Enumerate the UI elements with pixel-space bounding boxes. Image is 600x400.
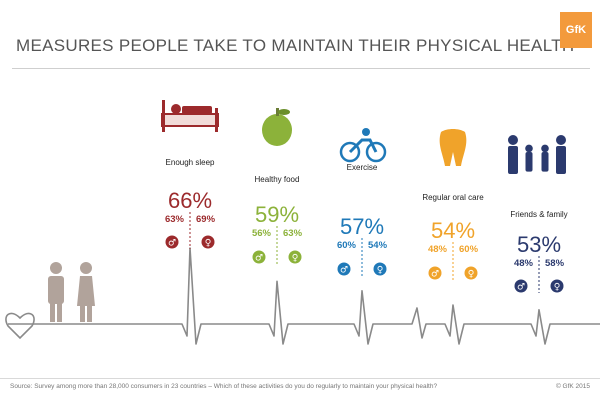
- total-percent: 59%: [255, 202, 299, 227]
- cyclist-icon: [339, 128, 387, 163]
- woman-figure-icon: [77, 262, 95, 322]
- total-percent: 54%: [431, 218, 475, 243]
- svg-text:♂: ♂: [255, 254, 263, 264]
- total-percent: 57%: [340, 214, 384, 239]
- svg-text:♀: ♀: [554, 283, 561, 293]
- female-symbol-icon: ♀: [288, 250, 302, 264]
- svg-text:♀: ♀: [205, 239, 212, 249]
- page-title: MEASURES PEOPLE TAKE TO MAINTAIN THEIR P…: [16, 36, 575, 55]
- female-symbol-icon: ♀: [464, 266, 478, 280]
- male-percent: 56%: [252, 228, 272, 239]
- female-symbol-icon: ♀: [373, 262, 387, 276]
- male-symbol-icon: ♂: [337, 262, 351, 276]
- category-friends-family: Friends & family 53%48% 58% ♂ ♀: [508, 135, 568, 293]
- category-label: Enough sleep: [166, 158, 215, 167]
- svg-text:♀: ♀: [292, 254, 299, 264]
- male-symbol-icon: ♂: [165, 235, 179, 249]
- svg-text:♀: ♀: [377, 266, 384, 276]
- male-symbol-icon: ♂: [514, 279, 528, 293]
- tooth-icon: [439, 129, 467, 166]
- svg-text:♀: ♀: [468, 270, 475, 280]
- male-symbol-icon: ♂: [252, 250, 266, 264]
- male-percent: 63%: [165, 214, 185, 225]
- title-divider: [12, 68, 590, 69]
- man-figure-icon: [48, 262, 64, 322]
- female-symbol-icon: ♀: [550, 279, 564, 293]
- total-percent: 66%: [168, 188, 212, 213]
- category-label: Friends & family: [510, 210, 567, 219]
- female-percent: 63%: [283, 228, 303, 239]
- bed-icon: [161, 100, 219, 132]
- svg-text:♂: ♂: [517, 283, 525, 293]
- total-percent: 53%: [517, 232, 561, 257]
- gfk-logo: GfK: [560, 12, 592, 48]
- female-percent: 58%: [545, 258, 565, 269]
- family-icon: [508, 135, 566, 174]
- apple-icon: [262, 108, 292, 146]
- category-label: Exercise: [347, 163, 378, 172]
- male-symbol-icon: ♂: [428, 266, 442, 280]
- male-percent: 48%: [428, 244, 448, 255]
- copyright-note: © GfK 2015: [555, 383, 590, 390]
- male-percent: 48%: [514, 258, 534, 269]
- female-percent: 54%: [368, 240, 388, 251]
- svg-text:♂: ♂: [431, 270, 439, 280]
- female-percent: 69%: [196, 214, 216, 225]
- heartbeat-line: [8, 247, 600, 345]
- source-note: Source: Survey among more than 28,000 co…: [10, 383, 438, 390]
- svg-text:♂: ♂: [168, 239, 176, 249]
- footer-divider: [0, 378, 600, 379]
- heart-icon: [5, 312, 35, 340]
- category-exercise: Exercise 57%60% 54% ♂ ♀: [337, 128, 388, 276]
- category-healthy-food: Healthy food 59%56% 63% ♂ ♀: [252, 108, 303, 264]
- svg-text:♂: ♂: [340, 266, 348, 276]
- male-percent: 60%: [337, 240, 357, 251]
- female-symbol-icon: ♀: [201, 235, 215, 249]
- female-percent: 60%: [459, 244, 479, 255]
- category-enough-sleep: Enough sleep 66%63% 69% ♂ ♀: [161, 100, 219, 249]
- category-label: Healthy food: [255, 175, 300, 184]
- category-label: Regular oral care: [422, 193, 484, 202]
- category-regular-oral-care: Regular oral care 54%48% 60% ♂ ♀: [422, 129, 484, 280]
